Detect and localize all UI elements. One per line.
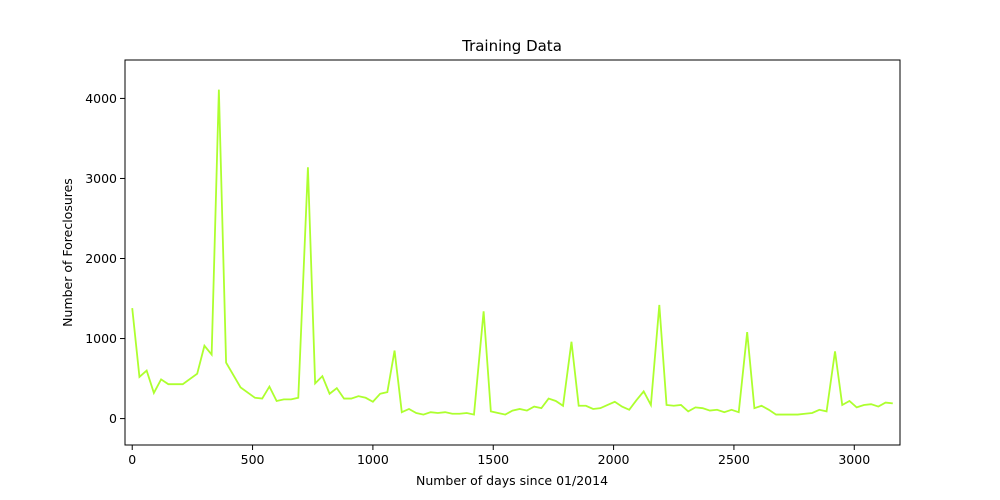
y-axis: 0 1000 2000 3000 4000 — [85, 91, 125, 426]
plot-frame — [124, 59, 901, 446]
x-tick-label: 1000 — [357, 452, 389, 467]
y-tick-label: 3000 — [85, 171, 117, 186]
y-tick-label: 4000 — [85, 91, 117, 106]
y-tick-label: 2000 — [85, 251, 117, 266]
x-tick-label: 3000 — [838, 452, 870, 467]
x-axis-label: Number of days since 01/2014 — [416, 473, 608, 488]
chart-title: Training Data — [461, 37, 562, 55]
x-tick-label: 2500 — [718, 452, 750, 467]
y-tick-label: 0 — [109, 411, 117, 426]
y-axis-label: Number of Foreclosures — [60, 178, 75, 327]
series-line — [131, 89, 893, 416]
x-tick-label: 0 — [128, 452, 136, 467]
x-tick-label: 1500 — [477, 452, 509, 467]
x-tick-label: 2000 — [598, 452, 630, 467]
y-tick-label: 1000 — [85, 331, 117, 346]
x-tick-label: 500 — [241, 452, 265, 467]
x-axis: 0 500 1000 1500 2000 2500 3000 — [128, 445, 870, 467]
